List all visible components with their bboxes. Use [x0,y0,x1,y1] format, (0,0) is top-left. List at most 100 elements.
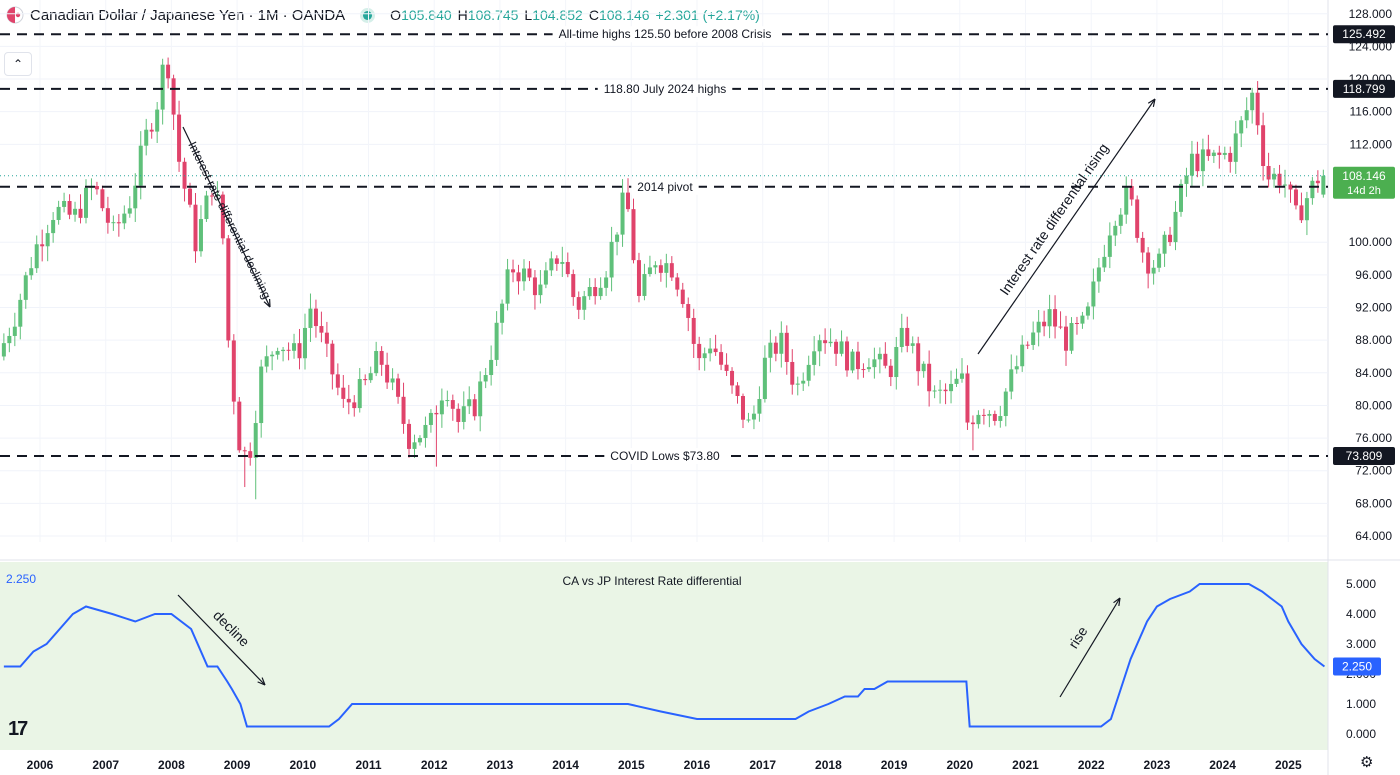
candle-body [702,353,707,359]
candle-body [1272,173,1277,180]
symbol-title[interactable]: Canadian Dollar / Japanese Yen · 1M · OA… [30,6,346,24]
tradingview-logo[interactable]: 17 [8,718,28,740]
year-tick-label: 2006 [27,758,54,772]
candle-body [144,129,149,146]
low-value: 104.852 [532,7,583,23]
candle-body [379,351,384,365]
candle-body [357,379,362,409]
last-price-label: 108.146 [1342,169,1386,183]
level-label: All-time highs 125.50 before 2008 Crisis [559,27,772,41]
year-tick-label: 2020 [946,758,973,772]
candle-body [691,317,696,344]
candle-body [768,342,773,358]
candle-body [1064,326,1069,351]
candle-body [1003,391,1008,417]
candle-body [593,286,598,297]
candle-body [302,327,307,359]
candle-body [155,109,160,132]
candle-body [335,374,340,388]
candle-body [209,195,214,197]
close-value: 108.146 [598,7,650,23]
candle-body [1228,152,1233,162]
candle-body [740,396,745,420]
candle-body [642,274,647,296]
candle-body [478,381,483,417]
last-price-badge [1333,166,1395,199]
level-price-badge [1333,25,1395,44]
candle-body [122,213,127,224]
candle-body [1014,366,1019,370]
price-tick-label: 76.000 [1355,431,1392,445]
year-tick-label: 2021 [1012,758,1039,772]
candle-body [292,343,297,351]
candle-body [1211,152,1216,157]
candle-body [582,296,587,310]
close-label: C [588,7,599,23]
year-tick-label: 2025 [1275,758,1302,772]
candle-body [883,353,888,366]
price-tick-label: 64.000 [1355,529,1392,543]
candle-body [735,385,740,397]
candle-body [270,354,275,357]
high-value: 108.745 [467,7,519,23]
candle-body [105,208,110,223]
candle-body [78,208,83,218]
candle-body [1009,369,1014,392]
candle-body [297,343,302,359]
candle-body [516,272,521,282]
candle-body [237,401,242,451]
candle-body [511,269,516,273]
rate-series-line [3,583,1326,728]
chart-header: Canadian Dollar / Japanese Yen · 1M · OA… [0,0,760,30]
candle-body [943,389,948,392]
candle-body [275,351,280,355]
chevron-up-icon: ⌃ [12,57,24,71]
candle-body [713,348,718,353]
candle-body [1069,322,1074,351]
collapse-legend-button[interactable]: ⌃ [4,52,32,76]
candle-body [746,419,751,421]
candle-body [341,387,346,399]
year-tick-label: 2023 [1144,758,1171,772]
candle-body [1255,92,1260,126]
candle-body [111,222,116,224]
candle-body [1293,189,1298,206]
candle-body [1140,237,1145,253]
candle-body [1031,332,1036,345]
candle-body [790,361,795,385]
candle-body [1244,110,1249,121]
candle-body [560,262,565,264]
candle-body [231,340,236,402]
candle-body [724,364,729,371]
candle-body [226,238,231,341]
candle-body [133,185,138,209]
candles-group [1,57,1326,500]
price-tick-label: 72.000 [1355,464,1392,478]
candle-body [927,363,932,392]
candle-body [467,399,472,407]
candle-body [253,423,258,458]
candle-body [834,341,839,354]
candle-body [1310,180,1315,199]
candle-body [1096,267,1101,282]
candle-body [598,287,603,297]
candle-body [1036,321,1041,333]
level-label-background [604,447,726,464]
gear-icon[interactable]: ⚙ [1360,754,1374,771]
candle-body [626,192,631,210]
candle-body [532,277,537,296]
candle-body [149,129,154,132]
candle-body [1058,326,1063,328]
candle-body [1261,125,1266,167]
candle-body [12,326,17,336]
candle-body [620,192,625,235]
year-tick-label: 2022 [1078,758,1105,772]
candle-body [954,378,959,384]
candle-body [921,363,926,372]
candle-body [669,263,674,278]
candle-body [757,399,762,414]
candle-body [1107,235,1112,257]
rate-rise-arrow [1059,597,1121,698]
